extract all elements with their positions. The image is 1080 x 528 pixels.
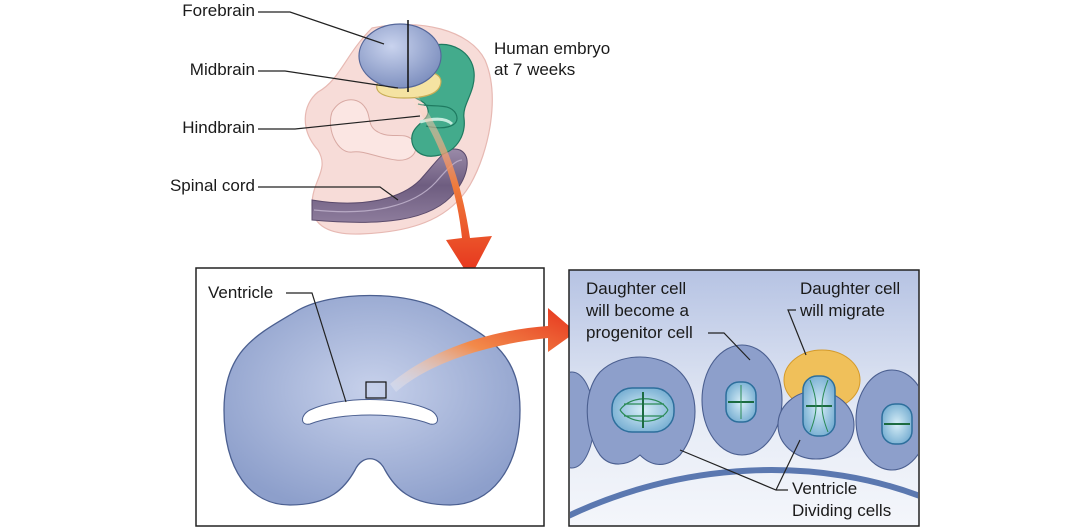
ventricle-leader-section <box>286 292 347 403</box>
progenitor-label-line3: progenitor cell <box>586 323 693 342</box>
arrow-to-section <box>412 96 492 278</box>
hindbrain-fold <box>417 103 458 129</box>
spinal-cord-leader <box>258 186 399 201</box>
section-ventricle <box>302 399 438 425</box>
embryo-illustration <box>304 20 493 235</box>
spinal-cord-canal <box>313 159 463 213</box>
midbrain-label: Midbrain <box>190 60 255 79</box>
forebrain-leader <box>258 11 385 45</box>
progenitor-leader <box>708 332 751 361</box>
embryo-title-line2: at 7 weeks <box>494 60 575 79</box>
dividing-cells-panel: Daughter cell will become a progenitor c… <box>568 269 920 527</box>
spinal-cord-label: Spinal cord <box>170 176 255 195</box>
progenitor-label-line2: will become a <box>585 301 690 320</box>
migrate-leader <box>787 309 807 356</box>
spindle-4 <box>881 403 913 445</box>
brain-section-panel: Ventricle <box>195 267 545 527</box>
hindbrain-label: Hindbrain <box>182 118 255 137</box>
migrate-label-line1: Daughter cell <box>800 279 900 298</box>
migrate-label-line2: will migrate <box>799 301 885 320</box>
spindle-1 <box>611 387 675 433</box>
forebrain-label: Forebrain <box>182 1 255 20</box>
dividing-cells-label: Dividing cells <box>792 501 891 520</box>
midbrain-leader <box>258 70 399 89</box>
spindle-2 <box>725 381 757 423</box>
dividing-leader <box>775 439 801 491</box>
hindbrain-ventricle <box>419 117 454 126</box>
ventricle-surface <box>570 467 918 519</box>
ventricle-label-cells: Ventricle <box>792 479 857 498</box>
ventricle-label-section: Ventricle <box>208 283 273 302</box>
hindbrain-leader <box>258 115 421 130</box>
arrow-to-cells <box>390 308 576 392</box>
forebrain <box>358 23 442 89</box>
zoom-box <box>365 381 387 399</box>
embryo-title-line1: Human embryo <box>494 39 610 58</box>
progenitor-label-line1: Daughter cell <box>586 279 686 298</box>
spindle-3 <box>802 375 836 437</box>
